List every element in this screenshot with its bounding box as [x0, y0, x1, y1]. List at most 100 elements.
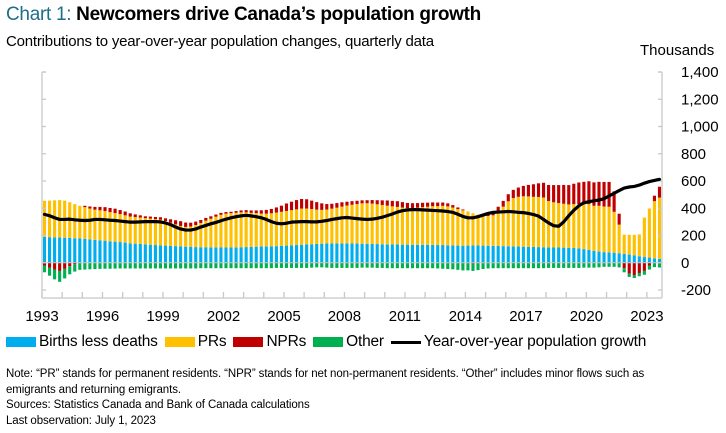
legend-label-growth: Year-over-year population growth — [423, 333, 647, 350]
bar-nprs — [647, 262, 651, 266]
bar-prs — [320, 209, 324, 244]
bar-births — [642, 257, 646, 263]
bar-births — [143, 244, 147, 263]
bar-births — [78, 238, 82, 263]
bar-prs — [481, 215, 485, 246]
bar-births — [592, 250, 596, 263]
bar-other — [486, 262, 490, 269]
bar-other — [501, 262, 505, 269]
bar-prs — [405, 208, 410, 245]
bar-other — [602, 262, 606, 267]
bar-prs — [153, 219, 157, 246]
bar-births — [607, 252, 611, 263]
bar-births — [83, 238, 87, 263]
y-axis-units-label: Thousands — [640, 42, 715, 59]
x-tick-label: 2020 — [570, 308, 603, 325]
bar-births — [612, 252, 616, 263]
bar-births — [229, 247, 233, 263]
bar-births — [128, 243, 132, 263]
bar-births — [163, 245, 168, 263]
bar-prs — [204, 220, 208, 248]
bar-prs — [365, 203, 369, 244]
bar-prs — [118, 214, 122, 243]
y-tick-label: 600 — [681, 173, 706, 190]
bar-nprs — [602, 181, 606, 207]
bar-prs — [300, 208, 304, 245]
legend-item-prs: PRs — [164, 333, 227, 351]
bar-nprs — [536, 183, 541, 197]
bar-other — [133, 262, 137, 269]
bar-prs — [436, 206, 440, 246]
bar-nprs — [330, 203, 334, 209]
bar-prs — [294, 209, 299, 246]
bar-nprs — [320, 203, 324, 210]
bar-nprs — [405, 202, 410, 209]
bar-other — [300, 262, 304, 268]
bar-nprs — [128, 213, 132, 217]
legend-label-other: Other — [346, 333, 384, 350]
bar-prs — [128, 216, 132, 244]
bar-other — [284, 262, 289, 268]
bar-other — [471, 263, 475, 271]
bar-prs — [652, 201, 657, 259]
bar-nprs — [375, 200, 379, 205]
bar-other — [461, 262, 465, 271]
bar-births — [647, 257, 651, 263]
bar-other — [395, 262, 399, 269]
bar-births — [189, 246, 193, 263]
bar-births — [48, 237, 52, 263]
bar-other — [128, 262, 132, 269]
bar-nprs — [42, 262, 47, 266]
bar-other — [239, 262, 243, 269]
bar-prs — [239, 212, 243, 248]
bar-other — [315, 262, 319, 268]
bar-prs — [78, 205, 82, 239]
bar-prs — [426, 206, 430, 245]
bar-prs — [506, 201, 510, 247]
bar-births — [103, 240, 107, 263]
bar-births — [421, 244, 425, 263]
bar-prs — [209, 218, 213, 248]
bar-births — [572, 248, 576, 263]
bar-nprs — [63, 262, 67, 269]
bar-prs — [567, 204, 571, 248]
bar-nprs — [294, 200, 299, 210]
bar-births — [431, 244, 435, 263]
bar-prs — [93, 209, 97, 240]
bar-other — [179, 262, 183, 269]
bar-nprs — [541, 182, 546, 198]
bar-nprs — [73, 262, 77, 265]
bar-prs — [194, 225, 198, 248]
bar-births — [214, 247, 218, 263]
bar-other — [63, 268, 67, 279]
bar-other — [562, 262, 566, 268]
x-tick-label: 1999 — [146, 308, 179, 325]
bar-births — [652, 258, 657, 263]
bar-prs — [179, 225, 183, 247]
bar-nprs — [244, 210, 248, 213]
bar-nprs — [209, 216, 213, 219]
bar-other — [632, 275, 636, 279]
bar-prs — [375, 204, 379, 245]
bar-prs — [123, 215, 127, 243]
bar-prs — [415, 207, 420, 245]
bar-nprs — [471, 262, 475, 264]
bar-nprs — [68, 262, 72, 267]
x-tick-label: 2005 — [267, 308, 300, 325]
bar-other — [229, 262, 233, 269]
bar-births — [521, 246, 525, 263]
bar-births — [234, 247, 238, 263]
bar-other — [158, 262, 163, 269]
bar-prs — [88, 208, 92, 240]
bar-nprs — [345, 201, 349, 206]
bar-births — [511, 246, 515, 263]
bar-births — [340, 243, 344, 263]
bar-other — [274, 262, 278, 268]
bar-other — [310, 262, 314, 268]
bar-nprs — [305, 199, 309, 209]
bar-nprs — [234, 211, 238, 213]
bar-births — [219, 247, 223, 263]
bar-other — [582, 262, 586, 268]
bar-prs — [370, 203, 374, 244]
bar-prs — [400, 207, 404, 245]
